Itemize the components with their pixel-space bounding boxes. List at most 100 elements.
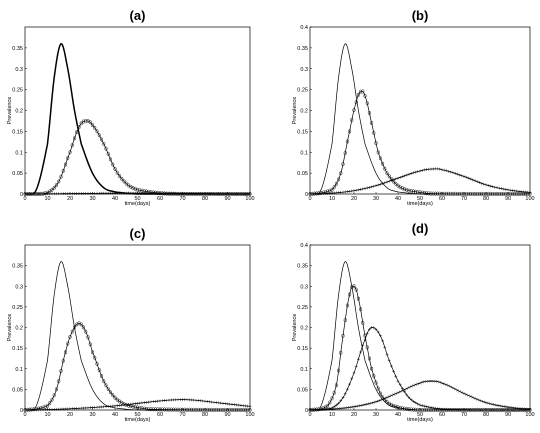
data-point (420, 407, 424, 413)
data-point (138, 405, 142, 410)
data-point (113, 166, 117, 171)
data-point (313, 408, 316, 412)
data-point (203, 399, 207, 403)
data-point (484, 191, 488, 197)
data-point (513, 189, 516, 193)
chart-panel-4: (d) 0 10 20 30 40 50 60 70 80 90 100 0 0.05 0.1 0.15 0.2… (292, 221, 535, 423)
data-point (151, 407, 155, 412)
data-point (387, 359, 391, 362)
data-point (374, 380, 378, 385)
data-point (363, 338, 367, 342)
chart-panel-1: (a) 0 10 20 30 40 50 60 70 80 90 100 0 0.05 0.1 0.15 0.2… (7, 8, 255, 207)
data-point (93, 355, 97, 360)
data-point (115, 170, 119, 175)
data-point (407, 386, 411, 389)
data-point (337, 368, 341, 373)
data-point (359, 188, 362, 191)
plot-frame (24, 244, 251, 411)
y-tick-label: 0.35 (297, 46, 308, 52)
data-point (120, 403, 124, 407)
y-tick-label: 0.1 (15, 367, 23, 373)
y-tick-label: 0.15 (12, 346, 23, 352)
data-point (508, 188, 512, 192)
data-point (495, 191, 499, 197)
data-point (456, 172, 459, 176)
chart-panel-3: (c) 0 10 20 30 40 50 60 70 80 90 100 0 0.05 0.1 0.15 0.2… (7, 226, 255, 423)
data-point (425, 191, 429, 196)
x-tick-label: 90 (505, 196, 511, 202)
series-line (309, 168, 531, 195)
data-point (407, 407, 411, 412)
data-point (409, 189, 413, 194)
x-tick-label: 20 (67, 412, 73, 418)
data-point (381, 339, 384, 343)
data-point (356, 92, 360, 97)
data-point (178, 407, 182, 412)
data-point (497, 186, 501, 190)
data-point (390, 394, 393, 397)
data-point (409, 398, 413, 402)
data-point (337, 401, 340, 405)
data-point (135, 405, 140, 410)
data-point (425, 380, 428, 383)
data-point (383, 397, 387, 400)
data-point (335, 407, 338, 411)
data-point (379, 398, 382, 402)
data-point (405, 173, 409, 177)
data-point (445, 383, 448, 387)
data-point (444, 191, 448, 196)
data-point (108, 157, 113, 162)
y-tick-label: 0.2 (15, 326, 23, 332)
data-point (416, 190, 420, 195)
x-tick-label: 100 (525, 412, 534, 418)
data-point (383, 181, 387, 185)
data-point (226, 402, 229, 406)
data-point (467, 176, 470, 180)
data-point (234, 407, 239, 412)
data-point (401, 389, 404, 392)
x-tick-label: 10 (44, 196, 50, 202)
data-point (400, 406, 404, 411)
data-point (214, 401, 218, 404)
data-point (343, 190, 347, 194)
data-point (392, 178, 395, 182)
data-point (372, 401, 376, 404)
data-point (99, 373, 104, 379)
data-point (370, 401, 373, 405)
plot-frame (309, 244, 531, 411)
data-point (133, 405, 137, 410)
data-point (466, 191, 470, 196)
data-point (370, 185, 373, 189)
data-point (158, 399, 162, 403)
data-point (97, 133, 101, 138)
y-tick-label: 0.05 (12, 171, 23, 177)
data-point (489, 184, 492, 188)
data-point (423, 404, 426, 408)
y-tick-label: 0.4 (300, 25, 308, 31)
data-point (511, 406, 514, 409)
data-point (84, 118, 88, 123)
data-point (48, 401, 52, 406)
data-point (528, 407, 532, 411)
data-point (491, 403, 494, 406)
x-tick-label: 70 (179, 196, 185, 202)
data-point (332, 185, 336, 190)
data-point (407, 172, 411, 176)
data-point (460, 174, 464, 178)
data-point (418, 407, 422, 413)
data-point (460, 391, 464, 394)
data-point (361, 187, 365, 191)
data-point (212, 407, 216, 412)
data-point (401, 387, 404, 390)
data-point (365, 402, 369, 406)
data-point (334, 181, 338, 186)
y-tick-label: 0.3 (15, 67, 23, 73)
data-point (228, 402, 232, 406)
data-point (174, 407, 178, 412)
x-tick-label: 10 (44, 412, 50, 418)
data-point (345, 303, 349, 308)
data-point (434, 406, 437, 410)
data-point (54, 387, 59, 392)
data-point (330, 187, 334, 192)
x-tick-label: 80 (202, 196, 208, 202)
